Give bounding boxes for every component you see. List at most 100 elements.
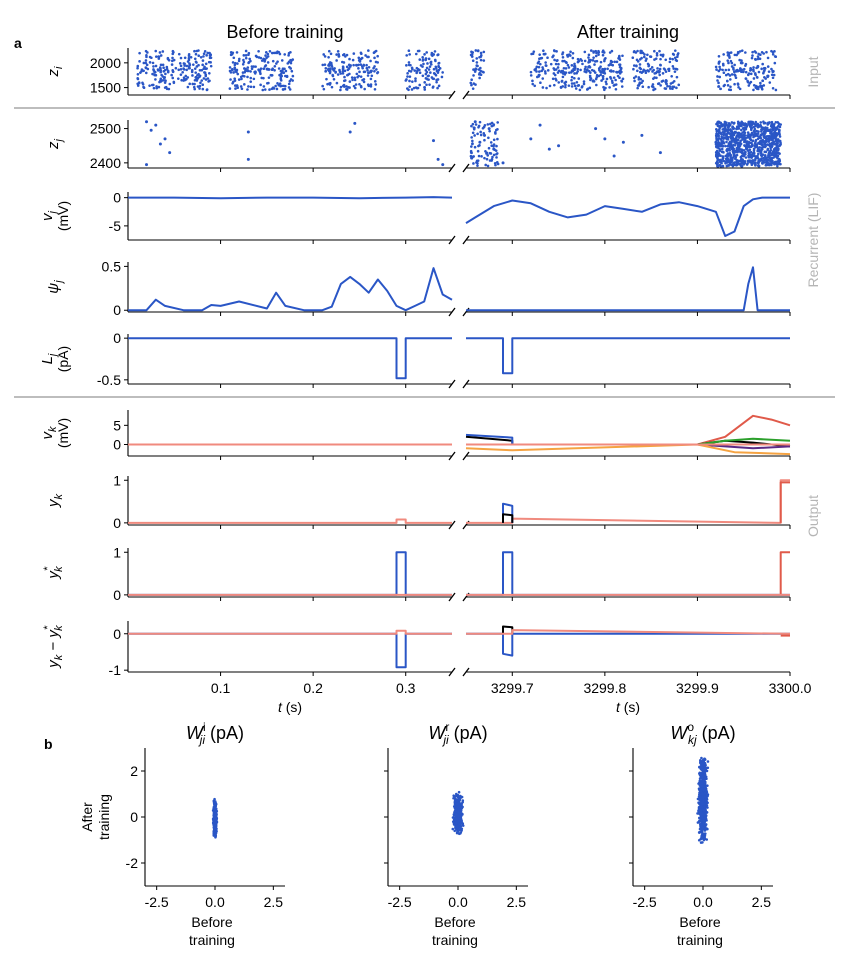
- spike-point: [153, 70, 157, 74]
- spike-point: [232, 56, 236, 60]
- spike-point: [363, 87, 366, 91]
- spike-point: [741, 131, 744, 134]
- panel-a-rows: 15002000zi24002500zj-50vj(mV)00.5ψj-0.50…: [39, 48, 812, 715]
- spike-point: [538, 70, 541, 73]
- spike-point: [235, 51, 239, 54]
- spike-point: [148, 61, 152, 64]
- spike-point: [594, 49, 598, 53]
- weight-point: [698, 793, 701, 796]
- spike-point: [747, 84, 751, 87]
- spike-point: [751, 120, 755, 124]
- spike-point: [228, 66, 232, 69]
- spike-point: [275, 87, 279, 91]
- spike-point: [535, 65, 539, 69]
- spike-point: [375, 68, 378, 71]
- spike-point: [339, 88, 342, 92]
- spike-point: [495, 144, 498, 148]
- weight-point: [700, 819, 703, 822]
- spike-point: [748, 154, 751, 157]
- weight-point: [702, 802, 706, 806]
- spike-point: [158, 142, 162, 146]
- weight-point: [704, 827, 707, 830]
- y_k-label: yk: [45, 494, 65, 509]
- spike-point: [568, 53, 571, 56]
- spike-point: [157, 55, 160, 58]
- weight-point: [214, 835, 217, 838]
- spike-point: [157, 85, 161, 89]
- spike-point: [328, 61, 332, 64]
- spike-point: [776, 164, 779, 168]
- spike-point: [762, 156, 765, 160]
- spike-point: [290, 69, 294, 73]
- spike-point: [569, 71, 573, 74]
- weight-point: [455, 831, 459, 835]
- spike-point: [736, 141, 739, 144]
- weight-point: [704, 775, 707, 779]
- spike-point: [735, 150, 738, 154]
- spike-point: [591, 59, 595, 62]
- spike-point: [270, 87, 274, 91]
- spike-point: [765, 135, 768, 138]
- spike-point: [561, 59, 564, 63]
- weight-point: [703, 809, 707, 812]
- spike-point: [473, 134, 476, 137]
- spike-point: [671, 87, 674, 91]
- weight-point: [452, 813, 456, 816]
- spike-point: [136, 72, 140, 76]
- spike-point: [199, 56, 203, 59]
- spike-point: [495, 161, 499, 164]
- spike-point: [531, 79, 534, 83]
- spike-point: [721, 144, 725, 148]
- spike-point: [544, 64, 548, 67]
- spike-point: [553, 68, 556, 72]
- spike-point: [673, 70, 677, 73]
- spike-point: [328, 71, 332, 75]
- spike-point: [674, 67, 678, 71]
- spike-point: [166, 57, 170, 61]
- weight-point: [451, 816, 455, 819]
- panel-b-label: b: [44, 736, 53, 752]
- spike-point: [717, 85, 720, 88]
- spike-point: [359, 63, 363, 66]
- spike-point: [663, 68, 667, 71]
- weight-plot-2: -2.5 0.0 2.5 Wo kj (pA) Before training: [629, 720, 773, 948]
- spike-point: [573, 62, 576, 66]
- weight-ytick-label: 0: [130, 809, 138, 825]
- spike-point: [327, 55, 330, 59]
- spike-point: [474, 68, 477, 71]
- spike-point: [283, 53, 287, 56]
- spike-point: [159, 69, 163, 72]
- spike-point: [746, 149, 750, 152]
- xtick-label-right: 3299.9: [676, 680, 719, 696]
- spike-point: [357, 67, 360, 70]
- spike-point: [485, 151, 489, 155]
- spike-point: [495, 152, 498, 156]
- spike-point: [730, 160, 734, 164]
- spike-point: [345, 85, 348, 88]
- spike-point: [767, 134, 771, 138]
- spike-point: [640, 133, 644, 137]
- spike-point: [424, 68, 428, 72]
- spike-point: [717, 154, 721, 157]
- spike-point: [159, 67, 162, 70]
- spike-point: [763, 136, 766, 140]
- spike-point: [718, 129, 721, 133]
- spike-point: [535, 70, 538, 73]
- spike-point: [666, 84, 669, 88]
- spike-point: [599, 73, 603, 77]
- spike-point: [187, 56, 191, 60]
- spike-point: [658, 67, 662, 71]
- spike-point: [194, 52, 198, 56]
- spike-point: [635, 58, 639, 62]
- weight-point: [452, 823, 456, 826]
- spike-point: [336, 73, 340, 76]
- spike-point: [332, 69, 336, 72]
- spike-point: [744, 156, 748, 159]
- weight-point: [700, 777, 704, 780]
- spike-point: [345, 87, 348, 91]
- spike-point: [717, 81, 720, 85]
- row-z_i: 1500 2000: [90, 48, 791, 100]
- spike-point: [192, 63, 195, 66]
- spike-point: [719, 124, 723, 128]
- weight-point: [457, 820, 460, 824]
